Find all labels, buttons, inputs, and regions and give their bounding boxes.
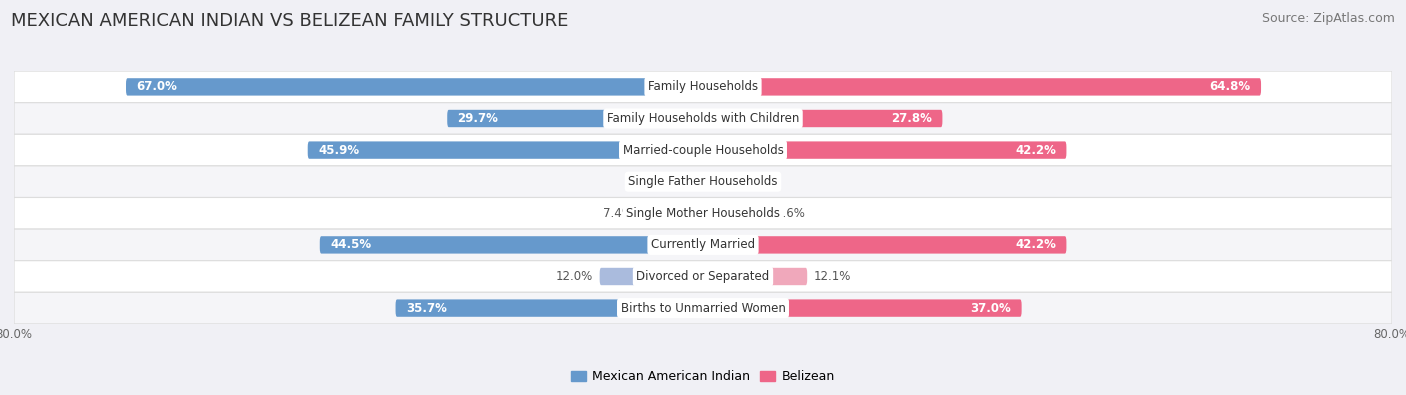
FancyBboxPatch shape (308, 141, 703, 159)
FancyBboxPatch shape (127, 78, 703, 96)
FancyBboxPatch shape (703, 78, 1261, 96)
Text: 27.8%: 27.8% (891, 112, 932, 125)
FancyBboxPatch shape (599, 268, 703, 285)
FancyBboxPatch shape (703, 299, 1022, 317)
Text: 44.5%: 44.5% (330, 239, 371, 251)
Text: 37.0%: 37.0% (970, 302, 1011, 314)
FancyBboxPatch shape (703, 110, 942, 127)
FancyBboxPatch shape (14, 261, 1392, 292)
FancyBboxPatch shape (14, 198, 1392, 229)
FancyBboxPatch shape (14, 71, 1392, 103)
Text: 7.4%: 7.4% (603, 207, 633, 220)
Text: 2.6%: 2.6% (733, 175, 762, 188)
FancyBboxPatch shape (14, 166, 1392, 198)
Text: 29.7%: 29.7% (457, 112, 499, 125)
Text: 12.1%: 12.1% (814, 270, 852, 283)
Text: Currently Married: Currently Married (651, 239, 755, 251)
Text: Source: ZipAtlas.com: Source: ZipAtlas.com (1261, 12, 1395, 25)
Text: 67.0%: 67.0% (136, 81, 177, 93)
Text: 2.8%: 2.8% (643, 175, 672, 188)
FancyBboxPatch shape (679, 173, 703, 190)
Text: Married-couple Households: Married-couple Households (623, 144, 783, 156)
FancyBboxPatch shape (703, 173, 725, 190)
Text: 64.8%: 64.8% (1209, 81, 1251, 93)
Text: 12.0%: 12.0% (555, 270, 593, 283)
Legend: Mexican American Indian, Belizean: Mexican American Indian, Belizean (567, 365, 839, 388)
FancyBboxPatch shape (14, 292, 1392, 324)
FancyBboxPatch shape (14, 134, 1392, 166)
FancyBboxPatch shape (319, 236, 703, 254)
Text: Family Households with Children: Family Households with Children (607, 112, 799, 125)
FancyBboxPatch shape (703, 268, 807, 285)
FancyBboxPatch shape (14, 103, 1392, 134)
FancyBboxPatch shape (640, 205, 703, 222)
Text: 42.2%: 42.2% (1015, 144, 1056, 156)
FancyBboxPatch shape (447, 110, 703, 127)
FancyBboxPatch shape (703, 236, 1066, 254)
Text: MEXICAN AMERICAN INDIAN VS BELIZEAN FAMILY STRUCTURE: MEXICAN AMERICAN INDIAN VS BELIZEAN FAMI… (11, 12, 568, 30)
Text: Single Mother Households: Single Mother Households (626, 207, 780, 220)
FancyBboxPatch shape (703, 205, 769, 222)
Text: Births to Unmarried Women: Births to Unmarried Women (620, 302, 786, 314)
FancyBboxPatch shape (703, 141, 1066, 159)
Text: 7.6%: 7.6% (775, 207, 806, 220)
Text: 35.7%: 35.7% (406, 302, 447, 314)
Text: Family Households: Family Households (648, 81, 758, 93)
Text: Divorced or Separated: Divorced or Separated (637, 270, 769, 283)
FancyBboxPatch shape (14, 229, 1392, 261)
Text: 42.2%: 42.2% (1015, 239, 1056, 251)
FancyBboxPatch shape (395, 299, 703, 317)
Text: 45.9%: 45.9% (318, 144, 359, 156)
Text: Single Father Households: Single Father Households (628, 175, 778, 188)
